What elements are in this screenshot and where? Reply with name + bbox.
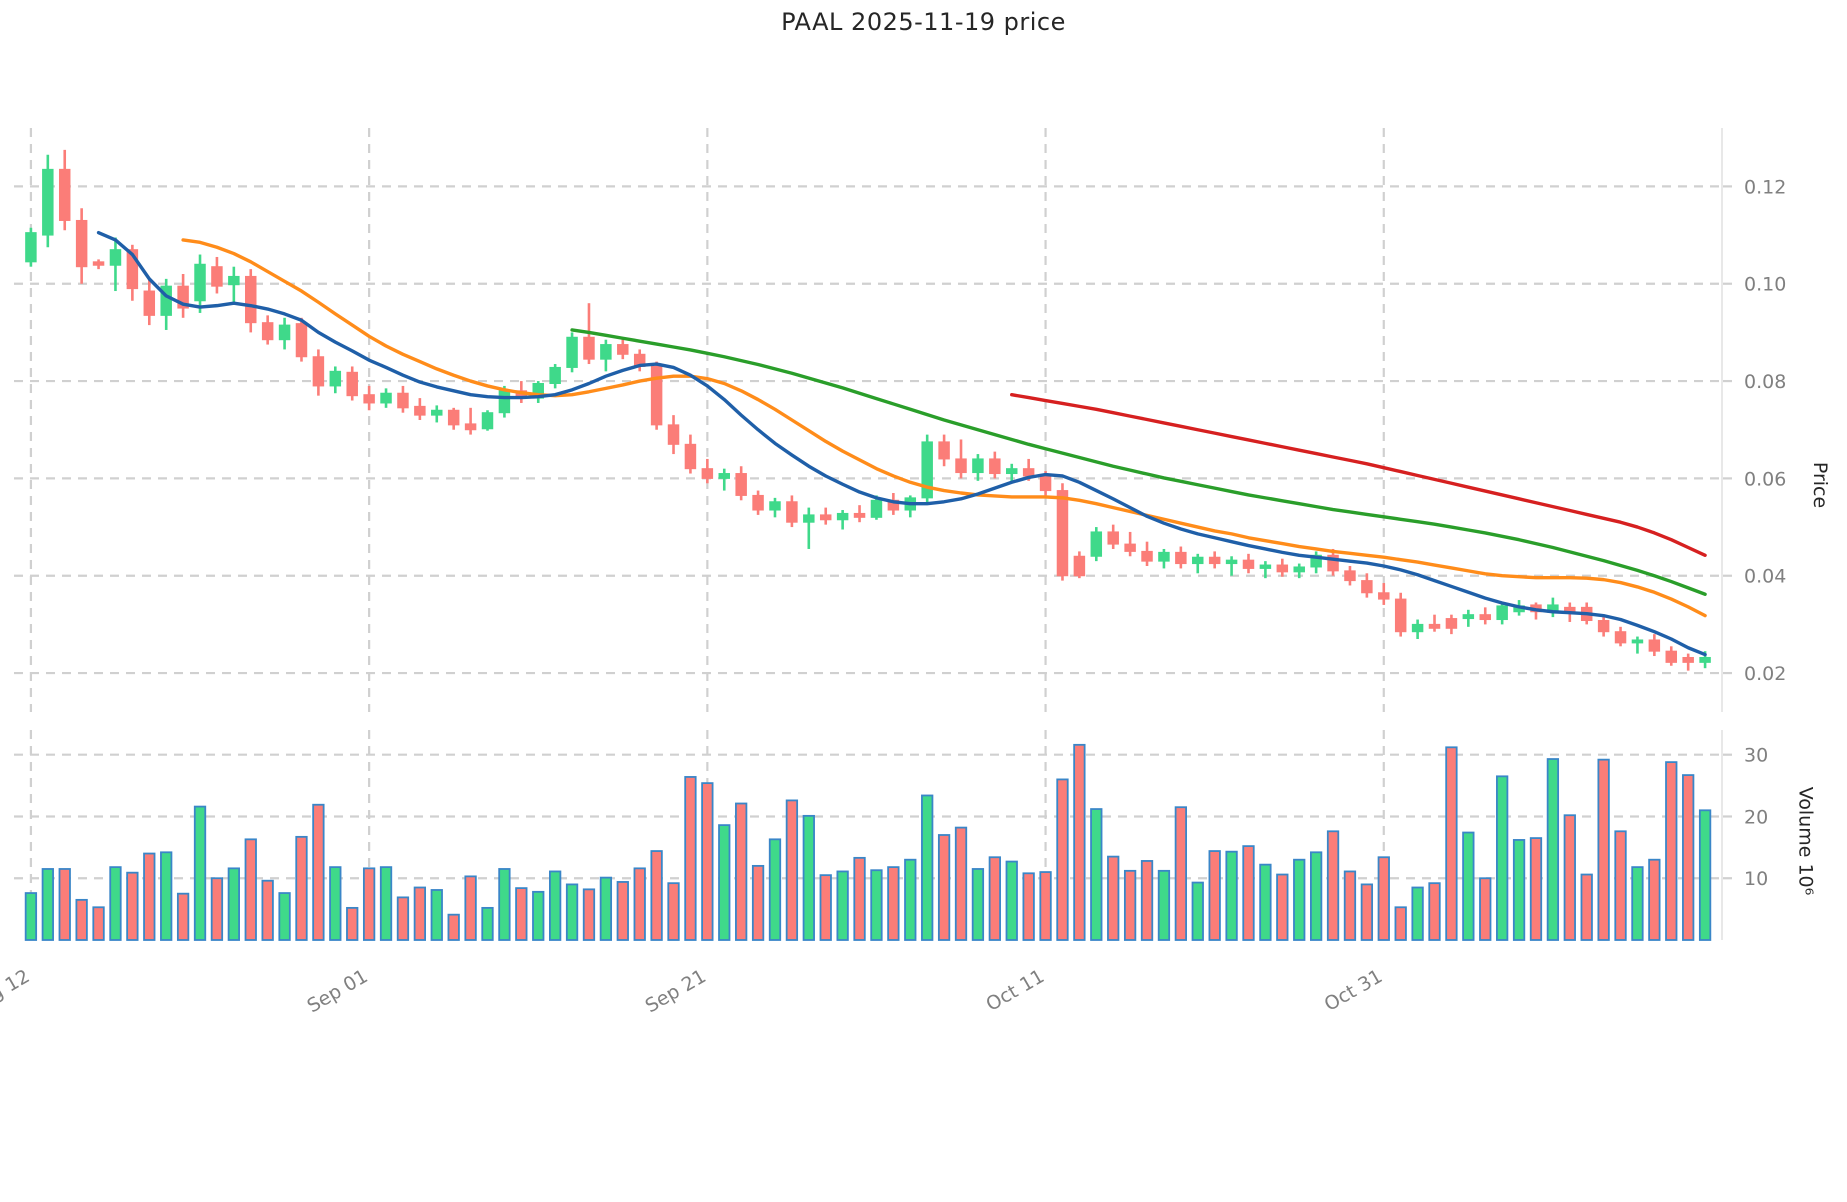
candlestick-series xyxy=(25,149,1711,671)
svg-text:10: 10 xyxy=(1744,868,1768,890)
svg-text:0.08: 0.08 xyxy=(1744,371,1786,393)
x-axis-ticks: Aug 12 Sep 01 Sep 21 Oct 11 Oct 31 xyxy=(0,965,1386,1018)
svg-text:Oct 31: Oct 31 xyxy=(1321,965,1387,1016)
svg-text:Oct 11: Oct 11 xyxy=(982,965,1048,1016)
price-axis-ticks: 0.12 0.10 0.08 0.06 0.04 0.02 xyxy=(1722,176,1786,685)
volume-gridlines xyxy=(14,753,1722,880)
price-axis-label: Price xyxy=(1808,461,1831,509)
svg-text:0.04: 0.04 xyxy=(1744,566,1786,588)
page-title: PAAL 2025-11-19 price xyxy=(781,8,1066,36)
svg-text:Sep 21: Sep 21 xyxy=(642,965,710,1017)
x-gridlines xyxy=(29,128,1385,940)
svg-text:0.12: 0.12 xyxy=(1744,176,1786,198)
volume-axis-ticks: 30 20 10 xyxy=(1722,745,1768,890)
svg-text:0.10: 0.10 xyxy=(1744,274,1786,296)
volume-bar-series xyxy=(24,743,1712,941)
volume-axis-label: Volume 10⁶ xyxy=(1793,786,1816,896)
svg-text:30: 30 xyxy=(1744,745,1768,767)
svg-text:0.02: 0.02 xyxy=(1744,663,1786,685)
svg-text:Aug 12: Aug 12 xyxy=(0,965,33,1018)
svg-text:20: 20 xyxy=(1744,806,1768,828)
svg-text:Sep 01: Sep 01 xyxy=(303,965,371,1017)
price-gridlines xyxy=(14,185,1722,675)
moving-average-series xyxy=(96,230,1707,657)
svg-text:0.06: 0.06 xyxy=(1744,468,1786,490)
